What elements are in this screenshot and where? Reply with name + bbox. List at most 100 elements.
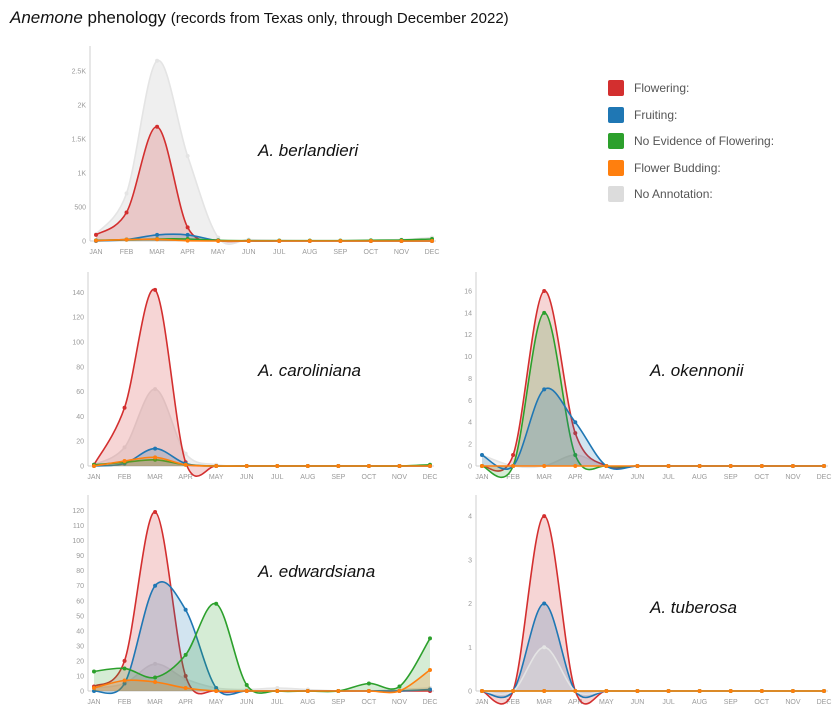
data-point-flower-budding[interactable] [155, 237, 160, 242]
data-point-fruiting[interactable] [92, 689, 96, 693]
data-point-fruiting[interactable] [155, 232, 160, 237]
data-point-flower-budding[interactable] [399, 239, 404, 243]
data-point-flower-budding[interactable] [244, 689, 249, 693]
data-point-flower-budding[interactable] [397, 689, 402, 693]
data-point-flowering[interactable] [155, 124, 160, 129]
data-point-flower-budding[interactable] [366, 464, 371, 468]
series-line-flower-budding[interactable] [93, 669, 431, 694]
data-point-flowering[interactable] [183, 673, 188, 678]
data-point-no-annotation[interactable] [542, 645, 547, 650]
data-point-flower-budding[interactable] [728, 464, 733, 468]
data-point-flower-budding[interactable] [573, 464, 578, 468]
data-point-fruiting[interactable] [542, 387, 547, 392]
data-point-flower-budding[interactable] [307, 239, 312, 243]
data-point-flower-budding[interactable] [511, 464, 516, 468]
data-point-flower-budding[interactable] [153, 455, 158, 460]
data-point-flower-budding[interactable] [338, 239, 343, 243]
data-point-flower-budding[interactable] [604, 464, 609, 468]
data-point-no-annotation[interactable] [153, 387, 158, 392]
data-point-flower-budding[interactable] [246, 239, 251, 243]
data-point-flower-budding[interactable] [635, 464, 640, 468]
data-point-flowering[interactable] [153, 510, 158, 515]
data-point-no-evidence-of-flowering[interactable] [542, 310, 547, 315]
data-point-no-evidence-of-flowering[interactable] [397, 684, 402, 689]
data-point-flower-budding[interactable] [542, 689, 547, 693]
series-line-flower-budding[interactable] [95, 238, 432, 242]
data-point-fruiting[interactable] [153, 583, 158, 588]
data-point-flower-budding[interactable] [305, 689, 310, 693]
data-point-flower-budding[interactable] [244, 464, 249, 468]
data-point-no-evidence-of-flowering[interactable] [573, 453, 578, 458]
data-point-flower-budding[interactable] [368, 239, 373, 243]
data-point-flower-budding[interactable] [604, 689, 609, 693]
data-point-fruiting[interactable] [428, 687, 432, 692]
data-point-no-annotation[interactable] [124, 191, 129, 196]
data-point-flower-budding[interactable] [183, 462, 188, 467]
data-point-flowering[interactable] [122, 405, 127, 410]
data-point-flower-budding[interactable] [790, 464, 795, 468]
data-point-flowering[interactable] [122, 658, 127, 663]
data-point-flower-budding[interactable] [790, 689, 795, 693]
data-point-flower-budding[interactable] [122, 459, 127, 464]
data-point-flower-budding[interactable] [430, 239, 434, 243]
data-point-no-evidence-of-flowering[interactable] [366, 681, 371, 686]
data-point-flower-budding[interactable] [92, 685, 96, 690]
data-point-flower-budding[interactable] [635, 689, 640, 693]
data-point-flowering[interactable] [573, 431, 578, 436]
data-point-flower-budding[interactable] [336, 689, 341, 693]
data-point-flower-budding[interactable] [697, 689, 702, 693]
data-point-no-annotation[interactable] [153, 661, 158, 666]
data-point-flower-budding[interactable] [573, 689, 578, 693]
data-point-no-annotation[interactable] [183, 451, 188, 456]
data-point-flower-budding[interactable] [185, 238, 190, 243]
data-point-no-evidence-of-flowering[interactable] [214, 601, 219, 606]
data-point-flower-budding[interactable] [94, 238, 98, 243]
data-point-flowering[interactable] [153, 287, 158, 292]
data-point-flower-budding[interactable] [124, 237, 129, 242]
data-point-fruiting[interactable] [183, 607, 188, 612]
data-point-flower-budding[interactable] [277, 239, 282, 243]
data-point-flowering[interactable] [542, 514, 547, 519]
data-point-flowering[interactable] [94, 232, 98, 237]
data-point-fruiting[interactable] [185, 232, 190, 237]
data-point-fruiting[interactable] [214, 685, 219, 690]
data-point-flower-budding[interactable] [428, 667, 432, 672]
data-point-flower-budding[interactable] [697, 464, 702, 468]
data-point-flower-budding[interactable] [428, 464, 432, 468]
data-point-flower-budding[interactable] [666, 464, 671, 468]
data-point-fruiting[interactable] [542, 601, 547, 606]
data-point-fruiting[interactable] [122, 681, 127, 686]
data-point-fruiting[interactable] [573, 420, 578, 425]
data-point-flowering[interactable] [124, 210, 129, 215]
data-point-no-evidence-of-flowering[interactable] [153, 675, 158, 680]
data-point-flower-budding[interactable] [511, 689, 516, 693]
data-point-flower-budding[interactable] [666, 689, 671, 693]
data-point-no-annotation[interactable] [275, 685, 280, 690]
data-point-fruiting[interactable] [153, 446, 158, 451]
data-point-flowering[interactable] [542, 288, 547, 293]
data-point-no-annotation[interactable] [155, 58, 160, 63]
data-point-flower-budding[interactable] [92, 464, 96, 468]
data-point-flower-budding[interactable] [480, 689, 484, 693]
data-point-flower-budding[interactable] [214, 464, 219, 468]
data-point-no-evidence-of-flowering[interactable] [244, 682, 249, 687]
data-point-fruiting[interactable] [480, 453, 484, 458]
data-point-flower-budding[interactable] [759, 464, 764, 468]
data-point-flower-budding[interactable] [216, 239, 221, 243]
data-point-flower-budding[interactable] [759, 689, 764, 693]
data-point-no-evidence-of-flowering[interactable] [92, 669, 96, 674]
data-point-flower-budding[interactable] [305, 464, 310, 468]
series-line-flower-budding[interactable] [93, 456, 430, 467]
data-point-no-annotation[interactable] [185, 154, 190, 158]
data-point-flower-budding[interactable] [214, 689, 219, 693]
data-point-no-evidence-of-flowering[interactable] [122, 666, 127, 671]
data-point-flower-budding[interactable] [822, 464, 826, 468]
data-point-flower-budding[interactable] [122, 678, 127, 683]
data-point-no-annotation[interactable] [122, 445, 127, 450]
data-point-flower-budding[interactable] [542, 464, 547, 468]
data-point-flower-budding[interactable] [822, 689, 826, 693]
data-point-no-evidence-of-flowering[interactable] [183, 652, 188, 657]
data-point-flowering[interactable] [185, 225, 190, 230]
data-point-flowering[interactable] [511, 453, 516, 458]
data-point-flower-budding[interactable] [183, 685, 188, 690]
